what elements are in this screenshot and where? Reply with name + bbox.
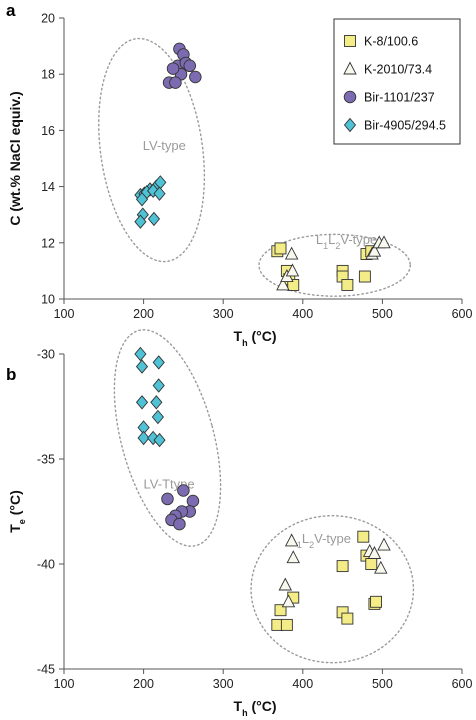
x-tick-label: 300 (213, 307, 234, 321)
region-label: L1L2V-type (316, 232, 377, 251)
data-point-diamond (134, 346, 147, 362)
data-point-square (357, 530, 370, 543)
data-point-square (274, 242, 287, 255)
region-ellipse (98, 37, 206, 263)
panel-b-chart: b 100 200 300 400 500 600 -30 -35 -40 -45 Th (°C) T… (6, 329, 473, 718)
data-point-diamond (134, 214, 147, 229)
legend: K-8/100.6 K-2010/73.4 Bir-1101/237 Bir-4905… (333, 18, 461, 145)
y-tick-label: 12 (41, 236, 55, 250)
data-point-triangle (377, 537, 391, 551)
legend-label: K-8/100.6 (364, 35, 418, 49)
data-point-square (370, 595, 382, 608)
x-axis-title: Th (°C) (234, 328, 277, 348)
legend-label: Bir-1101/237 (364, 91, 435, 105)
y-tick-label: 14 (41, 180, 55, 194)
data-point-diamond (153, 432, 166, 448)
y-tick-label: -40 (37, 558, 55, 572)
y-tick-label: -35 (37, 453, 55, 467)
data-point-triangle (284, 246, 299, 260)
data-point-triangle (284, 533, 299, 547)
data-point-circle (177, 484, 190, 497)
data-point-square (336, 560, 349, 573)
data-point-circle (183, 59, 197, 73)
data-point-square (274, 604, 287, 617)
x-tick-label: 500 (372, 677, 393, 691)
legend-marker-triangle (343, 61, 357, 75)
region-ellipse (113, 329, 222, 547)
data-point-diamond (137, 430, 150, 446)
data-point-square (287, 279, 300, 291)
y-tick-label: 20 (41, 12, 55, 26)
legend-marker-diamond (343, 117, 357, 133)
data-point-diamond (153, 186, 166, 201)
data-point-diamond (150, 395, 163, 410)
data-point-triangle (285, 263, 300, 277)
x-tick-label: 400 (292, 677, 313, 691)
data-point-diamond (152, 355, 165, 370)
data-point-triangle (281, 594, 296, 608)
y-axis-title: C (wt.% NaCl equiv.) (7, 91, 23, 225)
data-point-diamond (135, 359, 149, 374)
data-point-triangle (278, 577, 293, 591)
panel-a-chart: a 100 200 300 400 500 600 10 12 14 16 18 20 Th (°C) C… (6, 1, 472, 348)
region-label: LV-type (143, 138, 186, 153)
y-tick-label: 10 (41, 293, 55, 307)
data-point-circle (189, 70, 202, 84)
x-tick-label: 200 (133, 677, 154, 691)
legend-marker-circle (343, 90, 357, 104)
data-point-square (358, 270, 371, 283)
data-point-diamond (151, 409, 165, 425)
data-point-triangle (276, 277, 290, 291)
data-point-square (341, 279, 354, 291)
x-axis-title: Th (°C) (234, 698, 277, 718)
y-tick-label: -45 (37, 663, 55, 677)
data-point-circle (173, 517, 186, 531)
legend-marker-square (344, 35, 356, 47)
data-point-diamond (147, 211, 161, 227)
y-tick-label: 16 (41, 124, 55, 138)
x-tick-label: 100 (54, 307, 75, 321)
data-point-circle (166, 62, 180, 75)
legend-label: K-2010/73.4 (364, 63, 432, 77)
data-point-square (365, 558, 378, 570)
data-point-circle (186, 494, 200, 508)
data-point-diamond (135, 395, 149, 410)
data-point-triangle (374, 560, 388, 574)
x-tick-label: 600 (452, 307, 473, 321)
x-tick-label: 600 (452, 677, 473, 691)
region-ellipse (250, 515, 415, 664)
x-tick-label: 200 (133, 307, 154, 321)
y-tick-label: -30 (37, 348, 55, 362)
region-label: L1L2V-type (290, 531, 351, 550)
panel-label-b: b (6, 365, 16, 384)
data-point-circle (169, 76, 182, 89)
data-point-square (280, 618, 293, 631)
data-point-triangle (367, 243, 382, 257)
y-tick-label: 18 (41, 68, 55, 82)
data-point-diamond (135, 192, 149, 207)
region-ellipse (258, 233, 411, 297)
data-point-triangle (367, 546, 382, 559)
x-tick-label: 500 (372, 307, 393, 321)
x-tick-label: 100 (54, 677, 75, 691)
legend-label: Bir-4905/294.5 (364, 119, 446, 133)
x-tick-label: 300 (213, 677, 234, 691)
x-tick-label: 400 (292, 307, 313, 321)
y-axis-title: Te (°C) (7, 490, 27, 533)
data-point-triangle (377, 235, 391, 249)
panel-label-a: a (6, 1, 16, 20)
data-point-diamond (152, 378, 165, 393)
data-point-square (341, 612, 354, 625)
data-point-triangle (286, 550, 300, 564)
data-point-circle (161, 492, 174, 506)
